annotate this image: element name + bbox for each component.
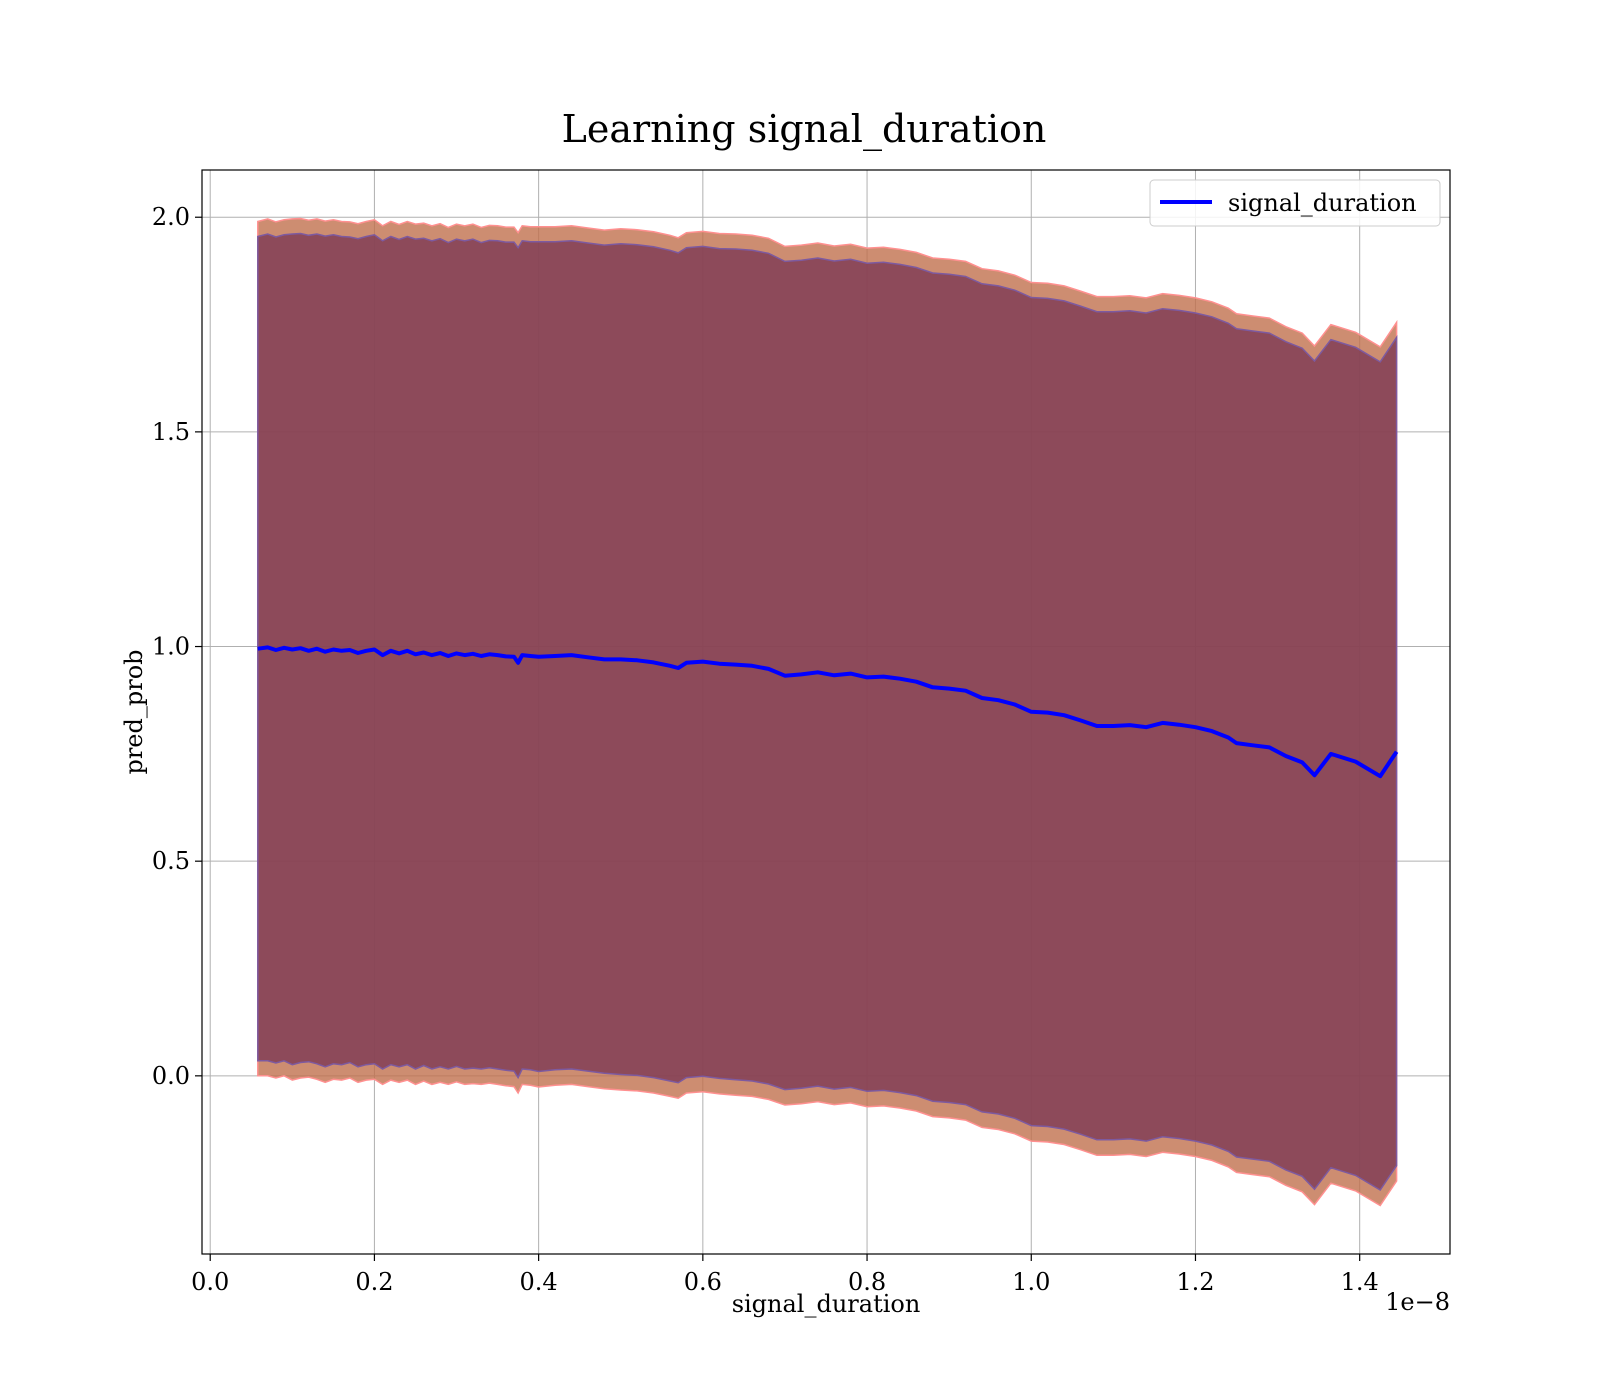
x-tick-label: 1.4	[1341, 1268, 1379, 1296]
band-inner	[257, 232, 1398, 1192]
chart-title: Learning signal_duration	[562, 107, 1047, 152]
y-tick-label: 0.0	[152, 1062, 190, 1090]
legend-label: signal_duration	[1228, 189, 1417, 217]
legend: signal_duration	[1149, 179, 1441, 227]
y-axis-label: pred_prob	[120, 649, 148, 774]
x-tick-label: 0.0	[191, 1268, 229, 1296]
y-axis-ticks: 0.0 0.5 1.0 1.5 2.0	[152, 203, 202, 1090]
series-line-signal_duration	[257, 645, 1399, 779]
x-axis-ticks: 0.0 0.2 0.4 0.6 0.8 1.0 1.2 1.4	[191, 1254, 1379, 1296]
legend-box	[1149, 179, 1441, 227]
confidence-bands	[257, 217, 1398, 1207]
y-tick-label: 0.5	[152, 847, 190, 875]
x-tick-label: 1.2	[1176, 1268, 1214, 1296]
x-tick-label: 1.0	[1012, 1268, 1050, 1296]
x-tick-label: 0.8	[848, 1268, 886, 1296]
y-tick-label: 2.0	[152, 203, 190, 231]
x-tick-label: 0.4	[520, 1268, 558, 1296]
series-lines	[257, 645, 1399, 779]
y-tick-label: 1.5	[152, 418, 190, 446]
x-axis-offset-label: 1e−8	[1385, 1288, 1450, 1316]
x-tick-label: 0.6	[684, 1268, 722, 1296]
y-tick-label: 1.0	[152, 633, 190, 661]
axes-frame	[201, 169, 1451, 1255]
x-axis-label: signal_duration	[732, 1290, 921, 1318]
x-tick-label: 0.2	[355, 1268, 393, 1296]
